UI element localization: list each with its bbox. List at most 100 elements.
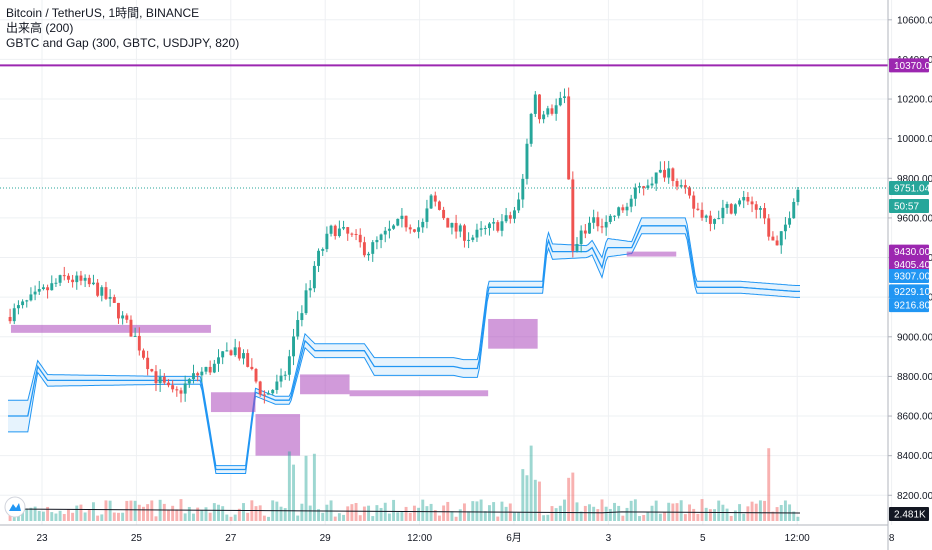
gap-boxes bbox=[10, 251, 677, 456]
volume-bar bbox=[225, 514, 229, 521]
band-fill bbox=[8, 217, 800, 474]
symbol-title[interactable]: Bitcoin / TetherUS, 1時間, BINANCE bbox=[6, 6, 200, 20]
candle-body bbox=[521, 178, 525, 200]
price-tag-box bbox=[889, 181, 929, 196]
price-tag-label: 9216.80 bbox=[894, 301, 931, 312]
candle-body bbox=[329, 225, 333, 234]
price-tag-label: 50:57 bbox=[894, 202, 919, 213]
candle-body bbox=[404, 215, 408, 228]
candle-body bbox=[592, 217, 596, 223]
candle-body bbox=[312, 265, 316, 289]
candle-body bbox=[608, 215, 612, 222]
volume-indicator-label[interactable]: 出来高 (200) bbox=[6, 21, 74, 35]
volume-bar bbox=[538, 481, 541, 521]
candle-body bbox=[29, 294, 33, 301]
volume-bar bbox=[550, 506, 554, 521]
volume-bar bbox=[750, 501, 754, 521]
candle-body bbox=[79, 275, 83, 281]
candle-body bbox=[362, 242, 366, 256]
candle-body bbox=[742, 196, 746, 201]
candle-body bbox=[217, 357, 220, 364]
candle-body bbox=[596, 217, 600, 227]
gap-box bbox=[255, 414, 301, 456]
candle-body bbox=[87, 277, 91, 285]
candle-body bbox=[387, 228, 391, 231]
volume-bar bbox=[429, 503, 433, 521]
candle-body bbox=[654, 172, 658, 184]
candle-body bbox=[371, 242, 375, 254]
volume-bar bbox=[87, 509, 91, 521]
price-tag-label: 9229.10 bbox=[894, 287, 931, 298]
candle-body bbox=[675, 181, 679, 187]
price-tag-label: 9405.40 bbox=[894, 260, 931, 271]
volume-bar bbox=[758, 500, 762, 521]
candle-body bbox=[529, 113, 533, 144]
gbtc-indicator-label[interactable]: GBTC and Gap (300, GBTC, USDJPY, 820) bbox=[6, 36, 240, 50]
volume-bar bbox=[579, 511, 583, 521]
volume-bar bbox=[733, 510, 737, 521]
volume-bar bbox=[633, 499, 637, 521]
x-tick-label: 8 bbox=[889, 533, 895, 544]
candle-body bbox=[150, 369, 154, 372]
candle-body bbox=[667, 168, 671, 178]
candle-body bbox=[54, 282, 58, 284]
volume-bar bbox=[396, 512, 400, 521]
volume-bar bbox=[525, 475, 529, 521]
band-lower-line bbox=[8, 233, 800, 474]
gbtc-band bbox=[8, 217, 800, 474]
volume-bar bbox=[346, 506, 350, 521]
volume-bar bbox=[458, 509, 462, 521]
candle-body bbox=[625, 206, 629, 211]
volume-bar bbox=[183, 513, 187, 521]
volume-bar bbox=[317, 509, 321, 521]
volume-bar bbox=[333, 516, 337, 521]
price-tag-box bbox=[889, 268, 929, 283]
price-tag-box bbox=[889, 244, 929, 259]
candle-body bbox=[112, 297, 116, 303]
volume-bar bbox=[162, 503, 166, 521]
volume-bar bbox=[58, 510, 62, 521]
volume-bar bbox=[571, 472, 575, 521]
volume-bar bbox=[79, 504, 83, 521]
candle-body bbox=[337, 228, 341, 237]
volume-bar bbox=[342, 514, 346, 521]
candle-body bbox=[350, 233, 354, 235]
candle-body bbox=[221, 351, 225, 358]
volume-bar bbox=[392, 499, 396, 521]
price-tag-box bbox=[889, 58, 929, 73]
volume-bar bbox=[354, 503, 358, 521]
gap-box bbox=[300, 374, 350, 395]
price-tag-label: 10370.00 bbox=[894, 61, 932, 72]
volume-bar bbox=[683, 514, 687, 521]
candle-body bbox=[583, 230, 587, 234]
candle-body bbox=[283, 374, 287, 376]
candle-body bbox=[671, 168, 675, 182]
tradingview-logo-icon bbox=[4, 496, 26, 518]
candle-body bbox=[296, 320, 300, 337]
candle-body bbox=[254, 369, 258, 382]
candle-body bbox=[733, 204, 737, 214]
candle-body bbox=[692, 195, 696, 209]
candle-body bbox=[758, 208, 762, 210]
candle-body bbox=[142, 350, 145, 358]
candle-body bbox=[746, 196, 750, 202]
volume-bar bbox=[41, 511, 45, 521]
volume-bar bbox=[575, 502, 579, 521]
volume-bar bbox=[275, 501, 279, 521]
candle-body bbox=[796, 189, 800, 202]
candle-body bbox=[233, 347, 237, 356]
candle-body bbox=[487, 223, 491, 229]
volume-bar bbox=[483, 511, 487, 521]
candle-body bbox=[467, 239, 471, 241]
volume-bar bbox=[137, 504, 141, 521]
candle-body bbox=[237, 347, 241, 359]
volume-bar bbox=[175, 509, 179, 521]
volume-bar bbox=[600, 499, 604, 521]
volume-bar bbox=[646, 512, 650, 521]
candle-body bbox=[192, 373, 195, 380]
volume-bar bbox=[704, 507, 708, 521]
volume-bar bbox=[387, 513, 391, 521]
volume-bar bbox=[292, 464, 295, 521]
